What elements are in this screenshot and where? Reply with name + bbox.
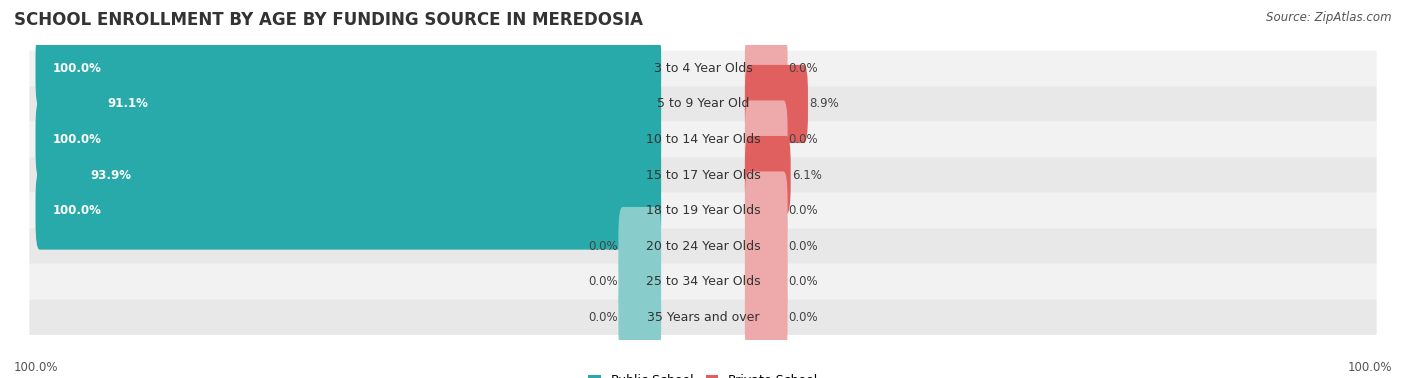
Text: SCHOOL ENROLLMENT BY AGE BY FUNDING SOURCE IN MEREDOSIA: SCHOOL ENROLLMENT BY AGE BY FUNDING SOUR…: [14, 11, 643, 29]
Text: 35 Years and over: 35 Years and over: [647, 311, 759, 324]
FancyBboxPatch shape: [619, 278, 661, 356]
FancyBboxPatch shape: [73, 136, 661, 214]
FancyBboxPatch shape: [90, 65, 661, 143]
FancyBboxPatch shape: [745, 29, 787, 107]
Text: 18 to 19 Year Olds: 18 to 19 Year Olds: [645, 204, 761, 217]
FancyBboxPatch shape: [30, 299, 1376, 335]
Text: 6.1%: 6.1%: [792, 169, 821, 181]
Text: 0.0%: 0.0%: [588, 311, 617, 324]
Text: 0.0%: 0.0%: [588, 240, 617, 253]
Text: 8.9%: 8.9%: [808, 98, 839, 110]
Text: 10 to 14 Year Olds: 10 to 14 Year Olds: [645, 133, 761, 146]
Text: 15 to 17 Year Olds: 15 to 17 Year Olds: [645, 169, 761, 181]
Text: 100.0%: 100.0%: [52, 133, 101, 146]
Text: 5 to 9 Year Old: 5 to 9 Year Old: [657, 98, 749, 110]
FancyBboxPatch shape: [745, 101, 787, 178]
Text: 0.0%: 0.0%: [789, 240, 818, 253]
Text: 100.0%: 100.0%: [52, 204, 101, 217]
FancyBboxPatch shape: [745, 136, 790, 214]
FancyBboxPatch shape: [745, 243, 787, 321]
Text: 25 to 34 Year Olds: 25 to 34 Year Olds: [645, 275, 761, 288]
Text: 20 to 24 Year Olds: 20 to 24 Year Olds: [645, 240, 761, 253]
Text: 0.0%: 0.0%: [789, 133, 818, 146]
Text: 0.0%: 0.0%: [789, 275, 818, 288]
FancyBboxPatch shape: [619, 243, 661, 321]
Text: 93.9%: 93.9%: [90, 169, 131, 181]
Text: 0.0%: 0.0%: [789, 62, 818, 75]
FancyBboxPatch shape: [35, 172, 661, 249]
FancyBboxPatch shape: [30, 86, 1376, 122]
FancyBboxPatch shape: [745, 65, 808, 143]
Text: 100.0%: 100.0%: [52, 62, 101, 75]
FancyBboxPatch shape: [30, 228, 1376, 264]
FancyBboxPatch shape: [35, 29, 661, 107]
Text: Source: ZipAtlas.com: Source: ZipAtlas.com: [1267, 11, 1392, 24]
FancyBboxPatch shape: [30, 193, 1376, 228]
Text: 91.1%: 91.1%: [107, 98, 148, 110]
FancyBboxPatch shape: [619, 207, 661, 285]
FancyBboxPatch shape: [35, 101, 661, 178]
Text: 0.0%: 0.0%: [789, 204, 818, 217]
FancyBboxPatch shape: [30, 51, 1376, 86]
Text: 0.0%: 0.0%: [588, 275, 617, 288]
FancyBboxPatch shape: [745, 278, 787, 356]
FancyBboxPatch shape: [745, 207, 787, 285]
Text: 100.0%: 100.0%: [14, 361, 59, 374]
Text: 3 to 4 Year Olds: 3 to 4 Year Olds: [654, 62, 752, 75]
FancyBboxPatch shape: [30, 264, 1376, 299]
FancyBboxPatch shape: [30, 157, 1376, 193]
FancyBboxPatch shape: [745, 172, 787, 249]
Text: 0.0%: 0.0%: [789, 311, 818, 324]
Text: 100.0%: 100.0%: [1347, 361, 1392, 374]
Legend: Public School, Private School: Public School, Private School: [588, 374, 818, 378]
FancyBboxPatch shape: [30, 122, 1376, 157]
